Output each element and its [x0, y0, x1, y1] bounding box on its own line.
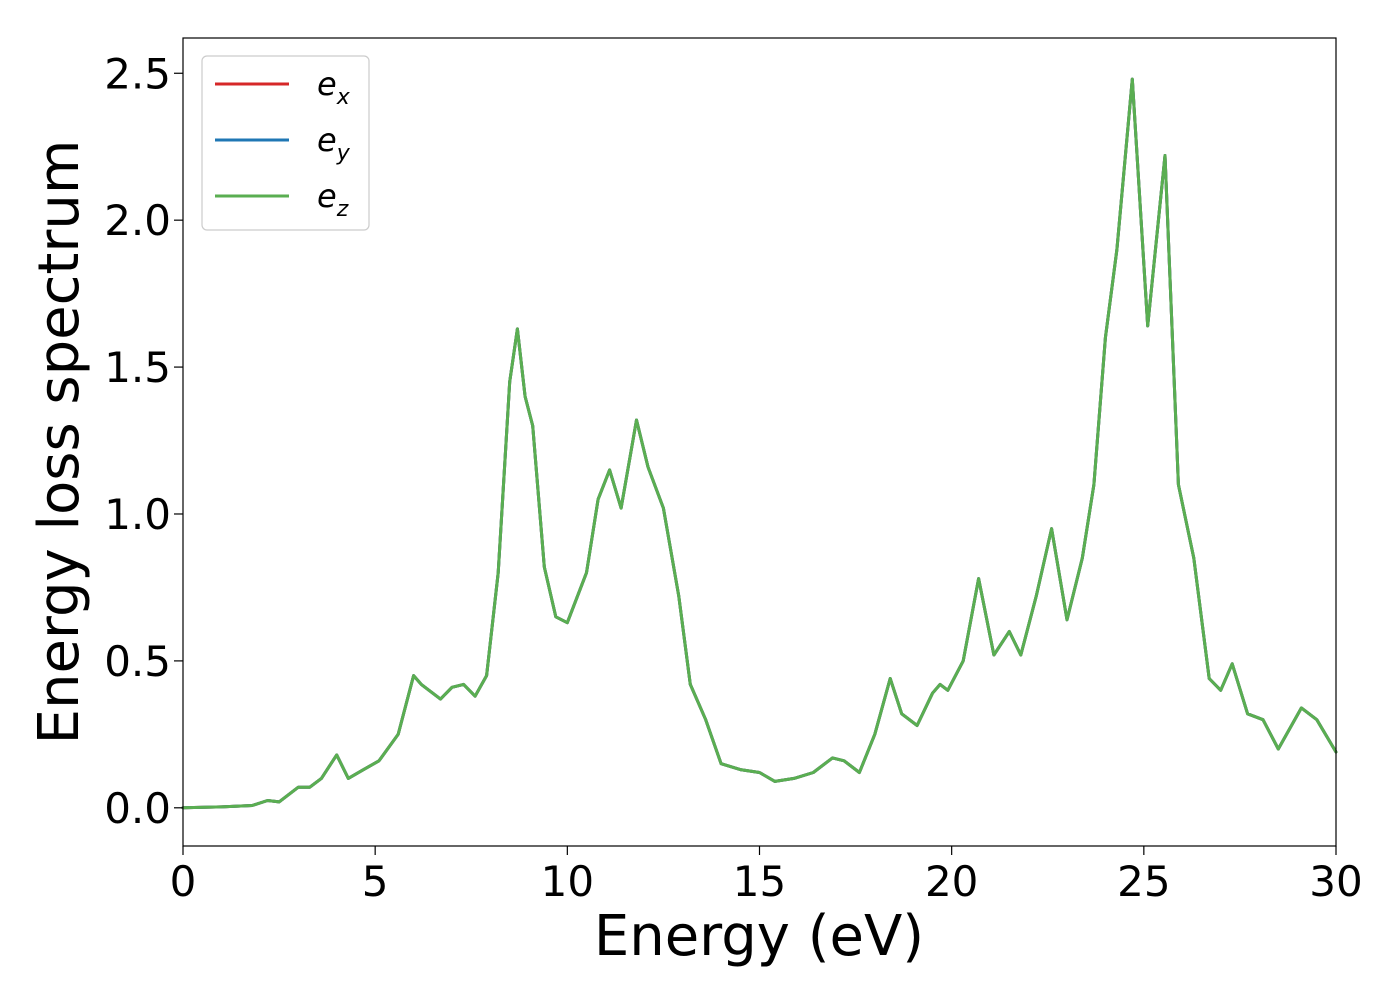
x-tick-label: 10 — [541, 857, 594, 906]
x-tick-label: 25 — [1117, 857, 1170, 906]
x-tick-label: 0 — [170, 857, 197, 906]
y-tick-label: 0.5 — [104, 637, 171, 686]
x-tick-label: 30 — [1309, 857, 1362, 906]
y-tick-label: 1.0 — [104, 490, 171, 539]
y-axis-label: Energy loss spectrum — [27, 140, 92, 745]
y-tick-label: 1.5 — [104, 343, 171, 392]
x-tick-label: 5 — [362, 857, 389, 906]
legend-label-z: ez — [317, 177, 349, 222]
y-axis-ticks: 0.0 0.5 1.0 1.5 2.0 2.5 — [104, 49, 183, 833]
x-axis-label: Energy (eV) — [594, 904, 924, 969]
y-tick-label: 2.5 — [104, 49, 171, 98]
series-layer — [181, 77, 1338, 810]
x-axis-ticks: 0 5 10 15 20 25 30 — [170, 846, 1363, 906]
legend: ex ey ez — [201, 55, 370, 231]
x-tick-label: 20 — [925, 857, 978, 906]
legend-box — [201, 55, 370, 231]
x-tick-label: 15 — [733, 857, 786, 906]
y-tick-label: 2.0 — [104, 196, 171, 245]
legend-label-x: ex — [317, 65, 351, 110]
series-line-z — [181, 77, 1338, 810]
legend-entries: ex ey ez — [215, 65, 351, 222]
legend-label-y: ey — [317, 121, 351, 166]
y-tick-label: 0.0 — [104, 784, 171, 833]
